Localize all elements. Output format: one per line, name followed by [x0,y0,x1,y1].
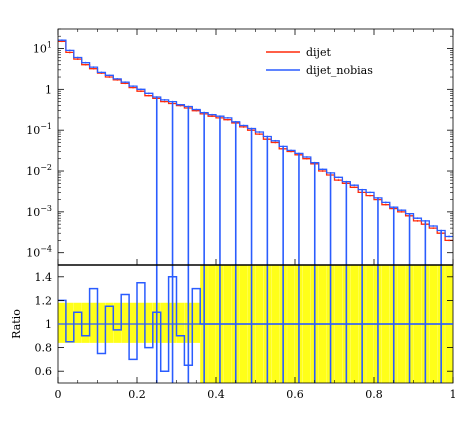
data-point [108,76,111,78]
data-point [84,61,87,64]
data-point [84,63,87,66]
y-tick-label: 10−4 [26,245,52,260]
x-tick-label: 1 [450,388,457,401]
ratio-band-bin [113,302,121,343]
x-tick-label: 0.6 [286,388,304,401]
ratio-band-bin [176,302,185,343]
x-tick-label: 0.2 [128,388,146,401]
ratio-band-bin [129,302,137,343]
ratio-band-bin [89,302,98,343]
data-point [92,67,95,70]
legend-label-dijet: dijet [306,46,331,59]
ratio-band-bin [65,302,74,343]
data-point [140,88,142,91]
data-point [274,141,277,144]
data-point [432,225,435,227]
y-tick-label: 1 [45,83,52,96]
y-tick-label: 10−2 [26,163,52,178]
data-point [163,99,166,101]
data-point [369,194,371,197]
data-point [211,113,213,116]
data-point [416,217,419,220]
data-point [305,156,308,158]
data-point [211,115,213,118]
data-point [76,58,79,60]
ratio-y-tick-label: 1 [45,318,52,331]
data-point [163,100,166,103]
ratio-band-bin [81,302,90,343]
x-tick-label: 0.4 [207,388,225,401]
data-point [290,149,292,152]
data-point [400,210,403,213]
ratio-y-axis-label: Ratio [10,309,23,339]
data-point [337,179,340,181]
data-point [242,124,245,127]
data-point [61,39,63,42]
data-point [226,118,229,121]
ratio-band-bin [160,302,169,343]
x-tick-label: 0.8 [365,388,383,401]
y-tick-label: 101 [33,40,52,55]
data-point [369,191,371,194]
data-point [321,168,324,171]
data-point [305,157,308,160]
x-tick-label: 0 [55,388,62,401]
data-point [448,235,450,238]
data-point [258,133,261,136]
data-point [124,81,127,84]
ratio-band-bin [97,302,106,343]
ratio-band-bin [58,302,66,343]
ratio-band-bin [73,302,82,343]
ratio-y-tick-label: 1.4 [35,271,53,284]
data-point [195,108,198,111]
data-point [76,56,79,59]
y-tick-label: 10−3 [26,204,52,219]
data-point [353,184,356,187]
data-point [337,176,340,179]
data-point [400,209,403,212]
data-point [242,126,245,128]
ticks-layer: 101 1 10−1 10−2 10−3 10−4 0 0.2 0.4 0.6 0.8 1 0.6 0.8… [10,28,457,401]
data-point [68,51,71,54]
ratio-band-bin [105,302,114,343]
data-point [384,203,387,206]
ratio-band-bin [137,302,145,343]
ratio-band-bin [121,302,129,343]
data-point [92,66,95,69]
data-point [179,103,182,106]
data-point [432,227,435,230]
data-point [274,139,277,142]
data-point [116,78,119,80]
ratio-y-tick-label: 1.2 [35,294,53,307]
data-point [132,85,134,87]
y-tick-label: 10−1 [26,122,52,137]
legend: dijet dijet_nobias [266,46,373,77]
ratio-band-bin [144,302,153,343]
data-point [416,220,419,222]
data-point [108,74,111,77]
ratio-band-bin [192,302,200,343]
ratio-y-tick-label: 0.8 [35,342,53,355]
data-point [226,116,229,119]
data-point [321,170,324,172]
ratio-y-tick-label: 0.6 [35,365,53,378]
data-point [258,131,261,133]
data-point [384,201,387,204]
data-point [147,94,150,97]
data-point [353,186,356,189]
data-point [140,90,142,93]
data-point [147,92,150,95]
data-point [100,71,103,74]
data-point [448,239,450,242]
data-point [132,86,134,89]
data-point [68,49,71,52]
legend-label-dijet-nobias: dijet_nobias [306,64,373,77]
